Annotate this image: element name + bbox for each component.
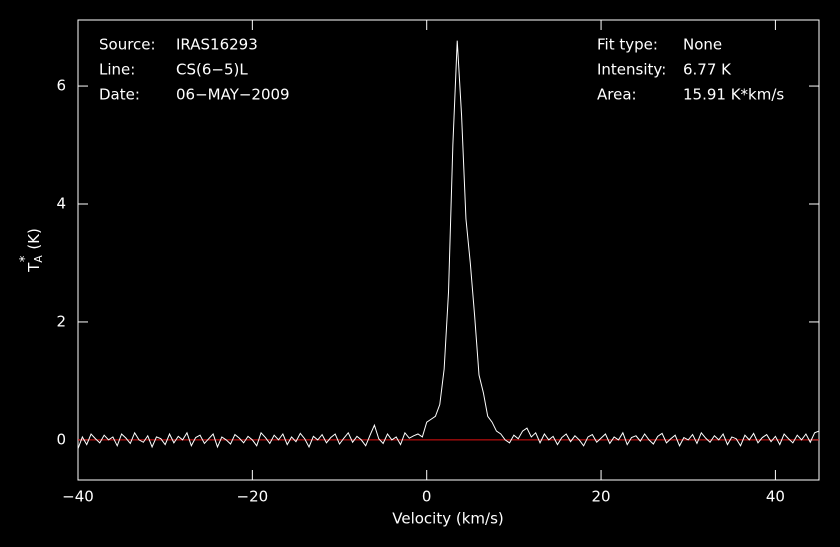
info-value: CS(6−5)L: [176, 61, 248, 79]
info-label: Fit type:: [597, 36, 658, 54]
x-axis-label: Velocity (km/s): [392, 510, 503, 528]
info-value: None: [683, 36, 722, 54]
plot-frame: [77, 19, 820, 481]
x-tick-label: 20: [592, 488, 611, 506]
info-label: Line:: [99, 61, 135, 79]
x-tick-label: −40: [62, 488, 94, 506]
x-tick-label: −20: [237, 488, 269, 506]
y-tick-label: 2: [56, 312, 66, 330]
y-tick-label: 4: [56, 195, 66, 213]
spectrum-line: [77, 40, 820, 449]
info-label: Intensity:: [597, 61, 666, 79]
info-label: Source:: [99, 36, 156, 54]
y-tick-label: 6: [56, 77, 66, 95]
y-tick-label: 0: [56, 430, 66, 448]
x-tick-label: 0: [422, 488, 432, 506]
info-value: IRAS16293: [176, 36, 258, 54]
info-value: 06−MAY−2009: [176, 86, 290, 104]
y-label-sub: A: [32, 255, 45, 263]
y-label-sup: *: [18, 255, 33, 262]
y-label-main: T: [25, 262, 43, 273]
info-value: 15.91 K*km/s: [683, 86, 784, 104]
x-tick-label: 40: [766, 488, 785, 506]
info-label: Area:: [597, 86, 637, 104]
info-value: 6.77 K: [683, 61, 732, 79]
info-label: Date:: [99, 86, 140, 104]
y-label-unit: (K): [25, 228, 43, 250]
y-axis-label: TA* (K): [18, 228, 46, 273]
